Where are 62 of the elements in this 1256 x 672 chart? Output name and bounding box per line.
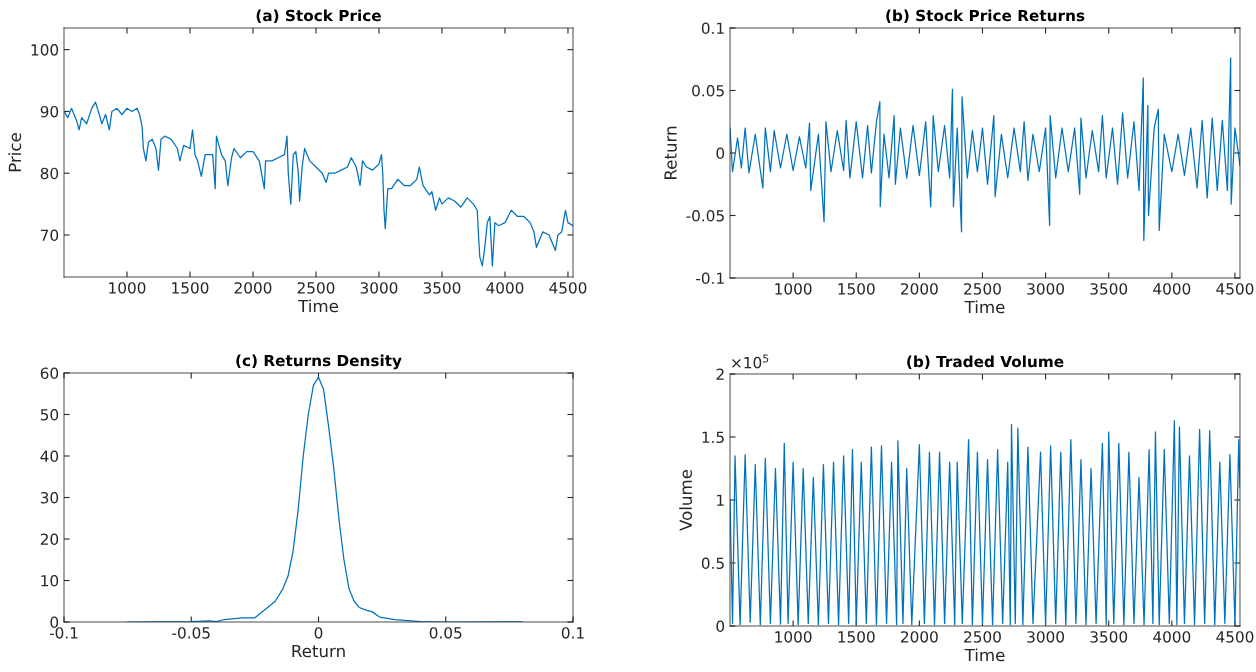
- chart-title: (a) Stock Price: [256, 9, 381, 24]
- y-tick-label: 30: [40, 491, 59, 504]
- x-tick-label: 4500: [1216, 631, 1254, 643]
- x-tick-label: 1500: [838, 631, 875, 643]
- x-tick-label: -0.05: [172, 627, 210, 639]
- x-axis-title: Time: [298, 299, 338, 313]
- chart-title: (c) Returns Density: [236, 354, 402, 370]
- x-axis-title: Time: [964, 300, 1005, 314]
- x-tick-label: 1000: [109, 282, 146, 294]
- chart-title: (b) Stock Price Returns: [886, 9, 1085, 24]
- text: ×10$^{5}$: [732, 354, 769, 369]
- x-tick-label: 4000: [1153, 631, 1191, 643]
- x-tick-label: 0.1: [561, 627, 584, 639]
- y-axis-title: Return: [664, 126, 677, 180]
- chart-title: (b) Traded Volume: [907, 355, 1064, 370]
- y-tick-label: 20: [40, 533, 59, 546]
- x-tick-label: 4000: [486, 282, 524, 294]
- x-tick-label: 3500: [1090, 631, 1128, 643]
- x-axis-title: Time: [964, 648, 1005, 662]
- y-tick-label: 1: [717, 494, 724, 506]
- y-tick-label: 0: [716, 147, 725, 160]
- y-tick-label: 50: [40, 408, 59, 421]
- x-tick-label: 4500: [549, 282, 587, 294]
- y-tick-label: 70: [40, 229, 59, 242]
- y-tick-label: 80: [40, 167, 59, 180]
- x-tick-label: 0: [314, 627, 323, 639]
- x-tick-label: -0.1: [49, 627, 78, 639]
- x-tick-label: 2500: [964, 631, 1001, 643]
- y-tick-label: 1.5: [702, 431, 724, 444]
- x-tick-label: 1500: [838, 283, 875, 295]
- y-tick-label: -0.1: [696, 272, 724, 285]
- x-tick-label: 1500: [172, 282, 209, 294]
- x-tick-label: 3500: [423, 282, 461, 294]
- y-tick-label: 0.5: [701, 557, 724, 570]
- y-tick-label: -0.05: [686, 209, 724, 222]
- y-tick-label: 0.05: [692, 84, 724, 97]
- x-tick-label: 2000: [901, 631, 938, 643]
- y-tick-label: 40: [40, 450, 59, 463]
- x-tick-label: 2000: [901, 283, 938, 295]
- x-tick-label: 0.05: [429, 627, 462, 639]
- x-tick-label: 3000: [1027, 283, 1065, 295]
- y-tick-label: 90: [40, 105, 59, 118]
- y-tick-label: 10: [41, 574, 59, 587]
- x-tick-label: 2000: [234, 282, 272, 294]
- y-tick-label: 0.1: [701, 22, 724, 35]
- line-series: [64, 101, 573, 267]
- x-tick-label: 4500: [1216, 283, 1254, 295]
- x-tick-label: 4000: [1153, 283, 1191, 295]
- x-tick-label: 3500: [1090, 283, 1128, 295]
- x-axis-title: Return: [292, 644, 345, 658]
- x-tick-label: 2500: [964, 283, 1001, 295]
- y-tick-label: 60: [40, 367, 59, 380]
- y-tick-label: 2: [716, 368, 724, 380]
- y-axis-title: Volume: [679, 469, 693, 531]
- x-tick-label: 3000: [1027, 631, 1065, 643]
- y-axis-title: Price: [8, 133, 22, 172]
- line-series: [730, 57, 1240, 242]
- x-tick-label: 2500: [297, 282, 335, 294]
- x-tick-label: 1000: [775, 283, 812, 295]
- x-tick-label: 3000: [360, 282, 398, 294]
- x-tick-label: 1000: [775, 631, 812, 643]
- y-tick-label: 100: [31, 44, 59, 56]
